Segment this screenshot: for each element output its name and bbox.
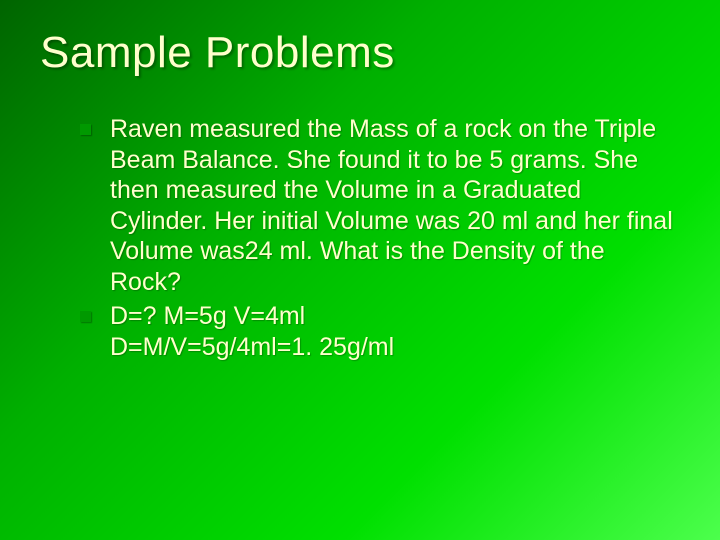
slide-title: Sample Problems [40, 28, 680, 78]
slide: Sample Problems Raven measured the Mass … [0, 0, 720, 540]
bullet-list: Raven measured the Mass of a rock on the… [80, 114, 680, 362]
bullet-text: D=? M=5g V=4ml [110, 302, 305, 330]
list-item: D=? M=5g V=4ml D=M/V=5g/4ml=1. 25g/ml [80, 301, 680, 362]
list-item: Raven measured the Mass of a rock on the… [80, 114, 680, 297]
bullet-text: Raven measured the Mass of a rock on the… [110, 115, 673, 296]
bullet-subline: D=M/V=5g/4ml=1. 25g/ml [110, 332, 680, 363]
